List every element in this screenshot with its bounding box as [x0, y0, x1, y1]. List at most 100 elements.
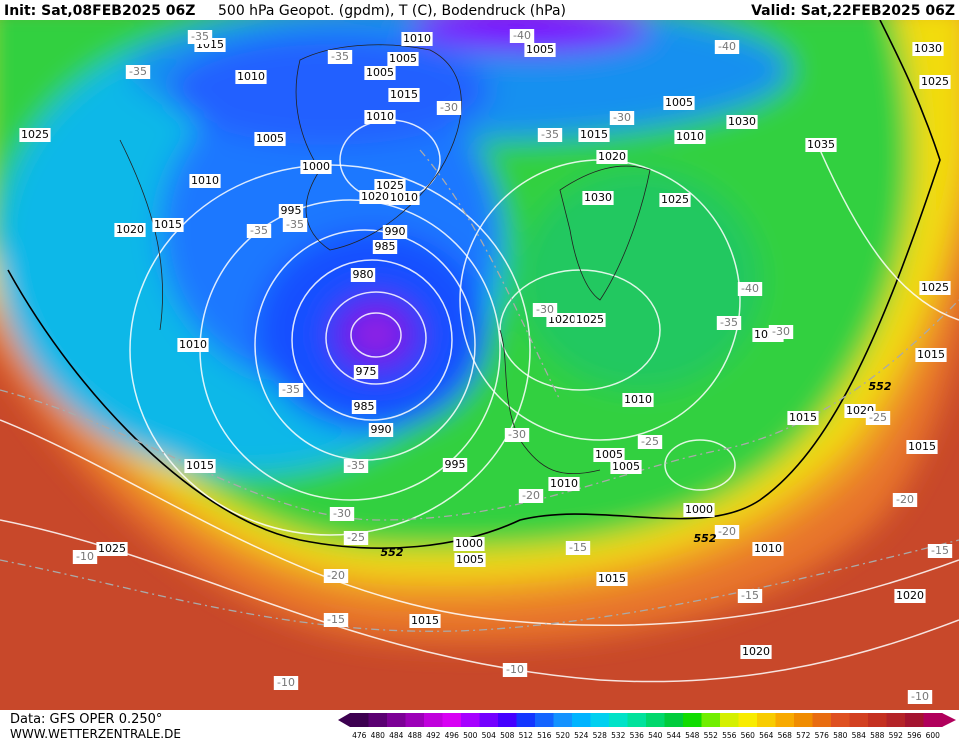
colorbar-label: 552 [704, 731, 719, 740]
colorbar-arrow [338, 713, 350, 727]
temperature-label: -10 [277, 676, 295, 689]
temperature-label: -35 [250, 224, 268, 237]
colorbar-swatch [461, 713, 480, 727]
isobar-label: 1030 [728, 115, 756, 128]
isobar-label-box [578, 128, 610, 142]
temperature-label-box [609, 111, 635, 125]
isobar-label: 1010 [676, 130, 704, 143]
colorbar-label: 548 [685, 731, 700, 740]
temperature-label: -30 [536, 303, 554, 316]
colorbar-label: 556 [722, 731, 737, 740]
website: WWW.WETTERZENTRALE.DE [10, 727, 181, 741]
map-title: 500 hPa Geopot. (gpdm), T (C), Bodendruc… [218, 3, 566, 19]
isobar-label-box [894, 589, 926, 603]
isobar-label-box [752, 542, 784, 556]
isobar-label-box [96, 542, 128, 556]
isobar-label-box [364, 66, 396, 80]
colorbar-label: 564 [759, 731, 774, 740]
colorbar-swatch [368, 713, 388, 727]
temperature-label: -35 [286, 218, 304, 231]
isobar-label: 995 [281, 204, 302, 217]
temperature-label: -25 [347, 531, 365, 544]
colorbar: 476 480 484 488 492 496 500 504 508 512 516 520 524 5… [338, 713, 956, 740]
colorbar-swatch [683, 713, 702, 727]
isobar-label: 1010 [390, 191, 418, 204]
temperature-label-box [768, 325, 794, 339]
colorbar-swatch [664, 713, 684, 727]
colorbar-label: 528 [593, 731, 608, 740]
colorbar-label: 500 [463, 731, 478, 740]
temperature-label: -35 [347, 459, 365, 472]
temperature-label: -10 [506, 663, 524, 676]
isobar-label-box [622, 393, 654, 407]
isobar-label-box [388, 88, 420, 102]
temperature-label-box [737, 282, 763, 296]
isobar-label-box [610, 460, 642, 474]
isobar-label-box [906, 440, 938, 454]
temperature-label: -20 [522, 489, 540, 502]
isobar-label: 1005 [526, 43, 554, 56]
colorbar-label: 484 [389, 731, 404, 740]
isobar-label: 1015 [411, 614, 439, 627]
temperature-label-box [532, 303, 558, 317]
isobar-label-box [278, 204, 304, 218]
isobar-label: 1005 [595, 448, 623, 461]
isobar-label-box [364, 110, 396, 124]
colorbar-label: 504 [482, 731, 497, 740]
colorbar-label: 588 [870, 731, 885, 740]
colorbar-label: 592 [889, 731, 904, 740]
temperature-label: -30 [772, 325, 790, 338]
isobar-label: 985 [375, 240, 396, 253]
colorbar-swatch [886, 713, 906, 727]
isobar-label: 1025 [21, 128, 49, 141]
isobar-label-box [300, 160, 332, 174]
colorbar-label: 520 [556, 731, 571, 740]
valid-time: Valid: Sat,22FEB2025 06Z [751, 3, 955, 19]
temperature-label-box [565, 541, 591, 555]
colorbar-swatch [701, 713, 721, 727]
temperature-label-box [518, 489, 544, 503]
isobar-label: 1025 [98, 542, 126, 555]
colorbar-swatch [535, 713, 554, 727]
isobar-label: 1025 [921, 75, 949, 88]
colorbar-swatch [646, 713, 665, 727]
colorbar-label: 572 [796, 731, 811, 740]
temperature-label-box [343, 531, 369, 545]
temperature-label: -30 [440, 101, 458, 114]
temperature-label-box [282, 218, 308, 232]
isobar-label-box [152, 218, 184, 232]
temperature-label: -35 [541, 128, 559, 141]
isobar-label: 1020 [896, 589, 924, 602]
temperature-label: -25 [641, 435, 659, 448]
colorbar-swatch [812, 713, 832, 727]
temperature-label-box [637, 435, 663, 449]
isobar-label-box [409, 614, 441, 628]
colorbar-label: 596 [907, 731, 922, 740]
isobar-label-box [674, 130, 706, 144]
colorbar-swatch [868, 713, 887, 727]
temperature-label: -15 [931, 544, 949, 557]
colorbar-swatch [350, 713, 369, 727]
temperature-label: -15 [569, 541, 587, 554]
colorbar-swatch [775, 713, 795, 727]
colorbar-label: 540 [648, 731, 663, 740]
isobar-label: 980 [353, 268, 374, 281]
isobar-label-box [401, 32, 433, 46]
temperature-label: -20 [327, 569, 345, 582]
colorbar-swatch [516, 713, 536, 727]
isobar-label: 990 [385, 225, 406, 238]
temperature-label-box [246, 224, 272, 238]
colorbar-label: 576 [815, 731, 830, 740]
isobar-label: 975 [356, 365, 377, 378]
temperature-label: -25 [869, 411, 887, 424]
isobar-label: 1000 [302, 160, 330, 173]
data-source: Data: GFS OPER 0.250° [10, 712, 162, 727]
colorbar-swatch [627, 713, 647, 727]
temperature-label-box [278, 383, 304, 397]
temperature-label-box [714, 525, 740, 539]
temperature-label: -30 [333, 507, 351, 520]
isobar-label-box [659, 193, 691, 207]
isobar-label: 1015 [789, 411, 817, 424]
isobar-label-box [19, 128, 51, 142]
